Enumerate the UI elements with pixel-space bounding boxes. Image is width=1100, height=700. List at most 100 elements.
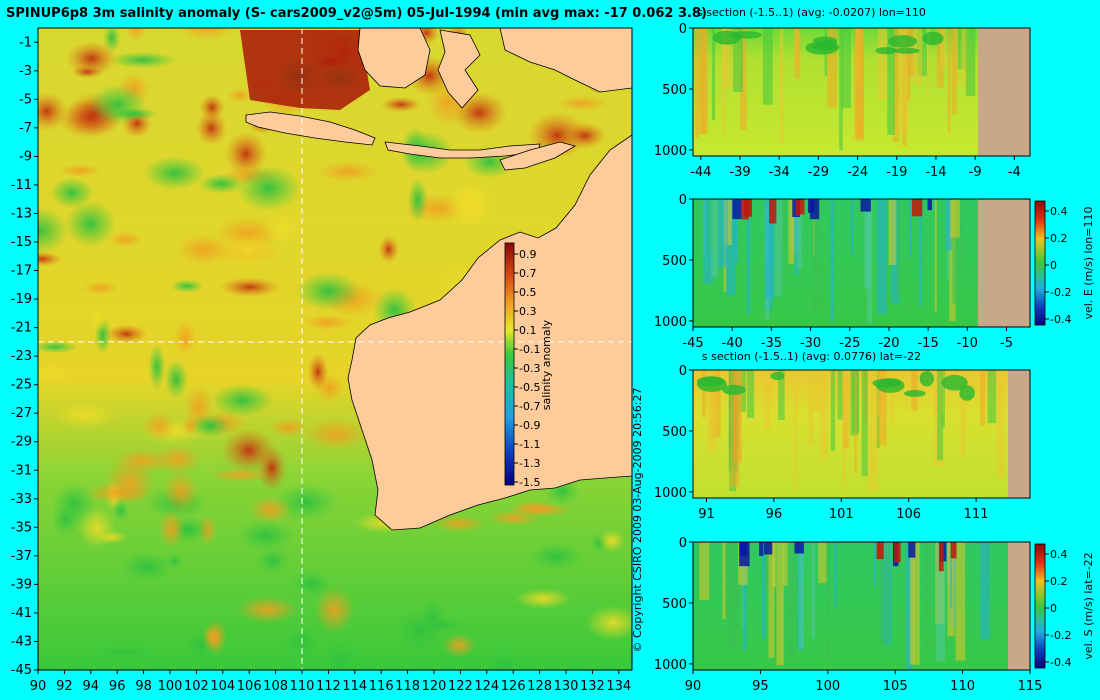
section-streak xyxy=(951,28,957,115)
velocity-colorbar-tick-label: 0.2 xyxy=(1050,232,1068,245)
velocity-colorbar-label: vel. S (m/s) lat=-22 xyxy=(1082,552,1095,659)
land-north-islands xyxy=(499,28,632,93)
section-streak xyxy=(888,199,897,265)
section-streak xyxy=(980,542,990,639)
texture-blob xyxy=(113,448,171,473)
section-streak xyxy=(694,28,700,139)
texture-blob xyxy=(174,320,197,356)
map-y-tick-label: -25 xyxy=(11,378,32,393)
section-surface-jet xyxy=(950,542,957,559)
texture-blob xyxy=(181,415,200,436)
section-y-tick-label: 1000 xyxy=(654,315,687,330)
section-streak xyxy=(730,370,740,487)
texture-blob xyxy=(380,96,422,113)
map-y-tick-label: -27 xyxy=(11,406,32,421)
map-x-tick-label: 130 xyxy=(554,679,579,694)
section-streak xyxy=(726,542,731,647)
velocity-colorbar-tick-label: 0 xyxy=(1050,259,1057,272)
section-streak xyxy=(743,542,747,651)
salinity-colorbar-tick-label: 0.7 xyxy=(519,267,537,280)
section-streak xyxy=(830,370,836,451)
section-streak xyxy=(961,28,969,87)
map-frame xyxy=(37,27,633,671)
map-x-tick-label: 120 xyxy=(422,679,447,694)
texture-blob xyxy=(179,28,234,40)
velocity-colorbar-tick-label: 0.4 xyxy=(1050,548,1068,561)
salinity-colorbar-tick-label: -0.3 xyxy=(519,362,540,375)
texture-blob xyxy=(269,418,309,437)
section-surface-jet xyxy=(794,542,804,554)
section-streak xyxy=(834,542,837,607)
texture-blob xyxy=(38,251,62,267)
texture-blob xyxy=(515,588,572,609)
section-streak xyxy=(711,28,716,120)
section-patch xyxy=(722,384,746,395)
section-surface-jet xyxy=(769,199,777,224)
texture-blob xyxy=(158,509,185,548)
section-streak xyxy=(850,199,854,256)
map-x-tick-label: 94 xyxy=(83,679,100,694)
section-streak xyxy=(947,28,951,133)
section-streak xyxy=(899,28,909,133)
section-streak xyxy=(811,542,815,639)
map-y-tick-label: -31 xyxy=(11,463,32,478)
section-streak xyxy=(733,28,743,92)
texture-blob xyxy=(51,401,118,429)
section-streak xyxy=(786,542,796,660)
map-x-tick-label: 102 xyxy=(184,679,209,694)
section-streak xyxy=(796,199,802,269)
section-land xyxy=(978,199,1030,327)
map-texture xyxy=(38,28,632,670)
texture-blob xyxy=(485,650,526,670)
texture-blob xyxy=(209,468,272,482)
salinity-colorbar-tick-label: -0.7 xyxy=(519,400,540,413)
section-streak xyxy=(812,199,822,310)
texture-blob xyxy=(256,547,290,575)
section-x-tick-label: -14 xyxy=(925,165,946,180)
section-streak xyxy=(778,370,785,421)
texture-blob xyxy=(89,305,110,333)
section-y-tick-label: 0 xyxy=(679,536,687,551)
land-java xyxy=(245,111,376,146)
section-streak xyxy=(879,542,890,644)
section-streak xyxy=(960,370,966,456)
section-streak xyxy=(788,199,795,264)
section-x-tick-label: -9 xyxy=(969,165,982,180)
section-streak xyxy=(819,370,828,460)
section-streak xyxy=(776,542,784,666)
section-streak xyxy=(987,370,997,424)
map-y-tick-label: -19 xyxy=(11,292,32,307)
section-x-tick-label: 106 xyxy=(896,507,921,522)
texture-blob xyxy=(237,519,295,552)
salinity-colorbar-tick-label: -0.5 xyxy=(519,381,540,394)
texture-blob xyxy=(176,234,231,265)
map-y-tick-label: -9 xyxy=(19,149,32,164)
section-streak xyxy=(950,199,960,238)
section-y-tick-label: 1000 xyxy=(654,486,687,501)
section-y-tick-label: 1000 xyxy=(654,144,687,159)
section-streak xyxy=(775,199,783,297)
section-x-tick-label: 101 xyxy=(829,507,854,522)
section-streak xyxy=(746,199,750,315)
section-streak xyxy=(936,28,944,88)
texture-blob xyxy=(597,529,626,553)
salinity-colorbar-tick-label: -1.1 xyxy=(519,438,540,451)
section-x-tick-label: 115 xyxy=(1018,679,1043,694)
section-streak xyxy=(892,28,900,142)
map-x-tick-label: 132 xyxy=(580,679,605,694)
section-y-tick-label: 0 xyxy=(679,22,687,37)
map-y-tick-label: -1 xyxy=(19,35,32,50)
section-surface-jet xyxy=(908,542,916,558)
section-streak xyxy=(825,542,830,664)
section-streak xyxy=(739,28,747,130)
section-streak xyxy=(761,542,766,639)
section-streak xyxy=(980,370,986,426)
texture-blob xyxy=(432,515,485,532)
section-patch xyxy=(919,371,934,387)
texture-blob xyxy=(217,233,277,268)
section-panel-4: 0 500 1000 90 95 100 105 110 115 0.4 0.2 0 -0.2 -0.4 v… xyxy=(654,536,1095,694)
land-timor xyxy=(499,141,577,171)
section-y-tick-label: 500 xyxy=(662,254,687,269)
section-surface-jet xyxy=(938,542,944,572)
map-x-tick-label: 100 xyxy=(158,679,183,694)
